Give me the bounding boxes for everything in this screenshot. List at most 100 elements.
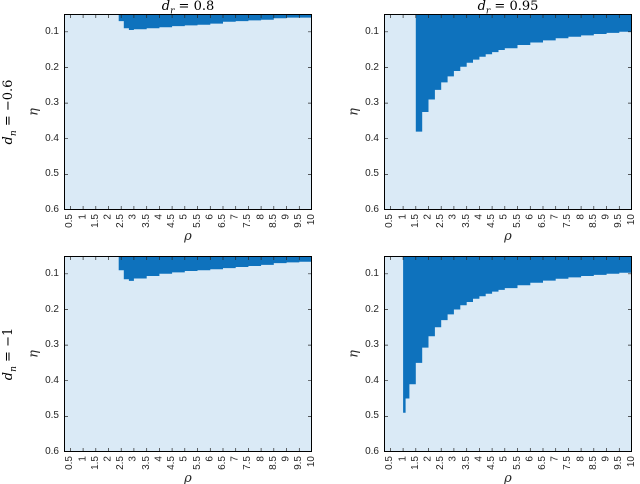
plot-panel-top-right: 0.1 0.2 0.3 0.4 0.5 0.6 0.5 1 1.5 2 2.5 3 3.5 4 4.5 5 5.… [347, 14, 637, 243]
y-axis-label-text: η [346, 108, 362, 116]
y-tick-label: 0.6 [45, 204, 59, 215]
x-tick-label-text: 6 [204, 214, 216, 220]
plot-border [64, 14, 312, 210]
x-tick-label-text: 9 [600, 456, 612, 462]
x-tick-label-text: 8.5 [267, 214, 279, 228]
x-tick-label-text: 5 [178, 214, 190, 220]
y-tick-label: 0.1 [45, 25, 59, 37]
x-tick-label-text: 0.5 [384, 214, 396, 228]
plot-area-svg [64, 14, 312, 210]
x-tick-label-text: 9 [280, 214, 292, 220]
x-tick-label-text: 2.5 [115, 456, 127, 470]
row-label-value: = −0.6 [1, 79, 17, 131]
y-tick-label: 0.4 [45, 374, 59, 386]
axis-ticks [384, 14, 632, 210]
plot-area-svg [384, 14, 632, 210]
column-title-value: = 0.8 [174, 0, 215, 14]
x-tick-label-text: 3 [447, 456, 459, 462]
x-tick-label-text: 0.5 [64, 214, 76, 228]
x-tick-label-text: 6 [524, 456, 536, 462]
x-tick-label-text: 3 [447, 214, 459, 220]
x-tick-label-text: 7.5 [242, 456, 254, 470]
x-tick-label-text: 5.5 [511, 214, 523, 228]
x-tick-label-text: 2.5 [435, 214, 447, 228]
y-tick-label: 0.2 [45, 303, 59, 315]
x-tick-label-text: 4 [473, 456, 485, 462]
x-tick-label-text: 8.5 [587, 456, 599, 470]
row-label-subscript: n [8, 366, 19, 372]
y-tick-label: 0.2 [365, 303, 379, 315]
x-tick-label-text: 9.5 [613, 456, 625, 470]
x-tick-label-text: 8 [255, 214, 267, 220]
x-tick-label-text: 7 [549, 456, 561, 462]
y-tick-label: 0.2 [365, 61, 379, 73]
x-tick-label-text: 1.5 [89, 214, 101, 228]
y-tick-label: 0.1 [365, 267, 379, 279]
column-title-value: = 0.95 [490, 0, 539, 14]
x-tick-label-text: 0.5 [384, 456, 396, 470]
x-tick-label-text: 6 [524, 214, 536, 220]
x-tick-label-text: 1.5 [89, 456, 101, 470]
x-tick-label-text: 8 [575, 456, 587, 462]
x-tick-label-text: 4.5 [166, 456, 178, 470]
column-title-subscript: r [170, 6, 175, 17]
y-tick-label: 0.5 [365, 410, 379, 422]
x-tick-label-text: 4.5 [486, 456, 498, 470]
y-tick-label: 0.3 [45, 339, 59, 351]
y-axis-label-text: η [346, 350, 362, 358]
x-tick-label-text: 8.5 [587, 214, 599, 228]
x-tick-label-text: 1 [397, 456, 409, 462]
x-tick-label-text: 8 [255, 456, 267, 462]
x-tick-label-text: 7.5 [562, 456, 574, 470]
x-tick-label-text: 3 [127, 214, 139, 220]
x-tick-label-text: 9 [280, 456, 292, 462]
x-tick-label-text: 6.5 [537, 214, 548, 228]
axis-ticks [384, 256, 632, 452]
row-label-value: = −1 [1, 327, 17, 367]
y-tick-label: 0.3 [365, 97, 379, 109]
stability-region [403, 256, 632, 413]
x-tick-label-text: 3.5 [460, 456, 472, 470]
plot-border [64, 256, 312, 452]
x-tick-label-text: 10 [626, 214, 637, 226]
x-tick-label-text: 8.5 [267, 456, 279, 470]
x-tick-label-text: 5 [498, 456, 510, 462]
x-tick-label-text: 7 [229, 456, 241, 462]
x-tick-label-text: 5.5 [191, 214, 203, 228]
x-tick-label-text: 1 [397, 214, 409, 220]
y-tick-label: 0.2 [45, 61, 59, 73]
x-tick-label-text: 4 [153, 214, 165, 220]
y-tick-label: 0.3 [45, 97, 59, 109]
x-tick-label-text: 3.5 [140, 214, 152, 228]
x-tick-label-text: 0.5 [64, 456, 76, 470]
x-axis-label: ρ [184, 471, 192, 484]
y-tick-label: 0.1 [45, 267, 59, 279]
x-tick-label-text: 4 [473, 214, 485, 220]
x-tick-label-text: 9.5 [293, 214, 305, 228]
x-tick-label-text: 2 [422, 214, 434, 220]
plot-background [64, 14, 312, 210]
x-axis-label: ρ [504, 471, 512, 484]
x-tick-label-text: 1.5 [409, 214, 421, 228]
x-tick-label-text: 8 [575, 214, 587, 220]
plot-panel-bottom-left: 0.1 0.2 0.3 0.4 0.5 0.6 0.5 1 1.5 2 2.5 3 3.5 4 4.5 5 5.… [27, 256, 317, 484]
column-title-right: dr = 0.95 [384, 0, 632, 17]
x-tick-label-text: 4 [153, 456, 165, 462]
row-label-var: d [1, 371, 17, 381]
x-tick-label-text: 4.5 [166, 214, 178, 228]
stability-region [118, 256, 312, 281]
x-tick-label-text: 3.5 [140, 456, 152, 470]
x-tick-label-text: 9.5 [293, 456, 305, 470]
y-tick-label: 0.6 [365, 204, 379, 215]
x-tick-label-text: 2 [102, 456, 114, 462]
x-tick-label-text: 1 [77, 214, 89, 220]
y-tick-label: 0.3 [365, 339, 379, 351]
y-axis-label-text: η [26, 108, 42, 116]
x-tick-label-text: 1 [77, 456, 89, 462]
stability-region [415, 14, 632, 132]
x-tick-label-text: 7 [549, 214, 561, 220]
x-tick-label-text: 6.5 [217, 456, 228, 470]
x-tick-label-text: 6 [204, 456, 216, 462]
x-tick-label-text: 7.5 [562, 214, 574, 228]
